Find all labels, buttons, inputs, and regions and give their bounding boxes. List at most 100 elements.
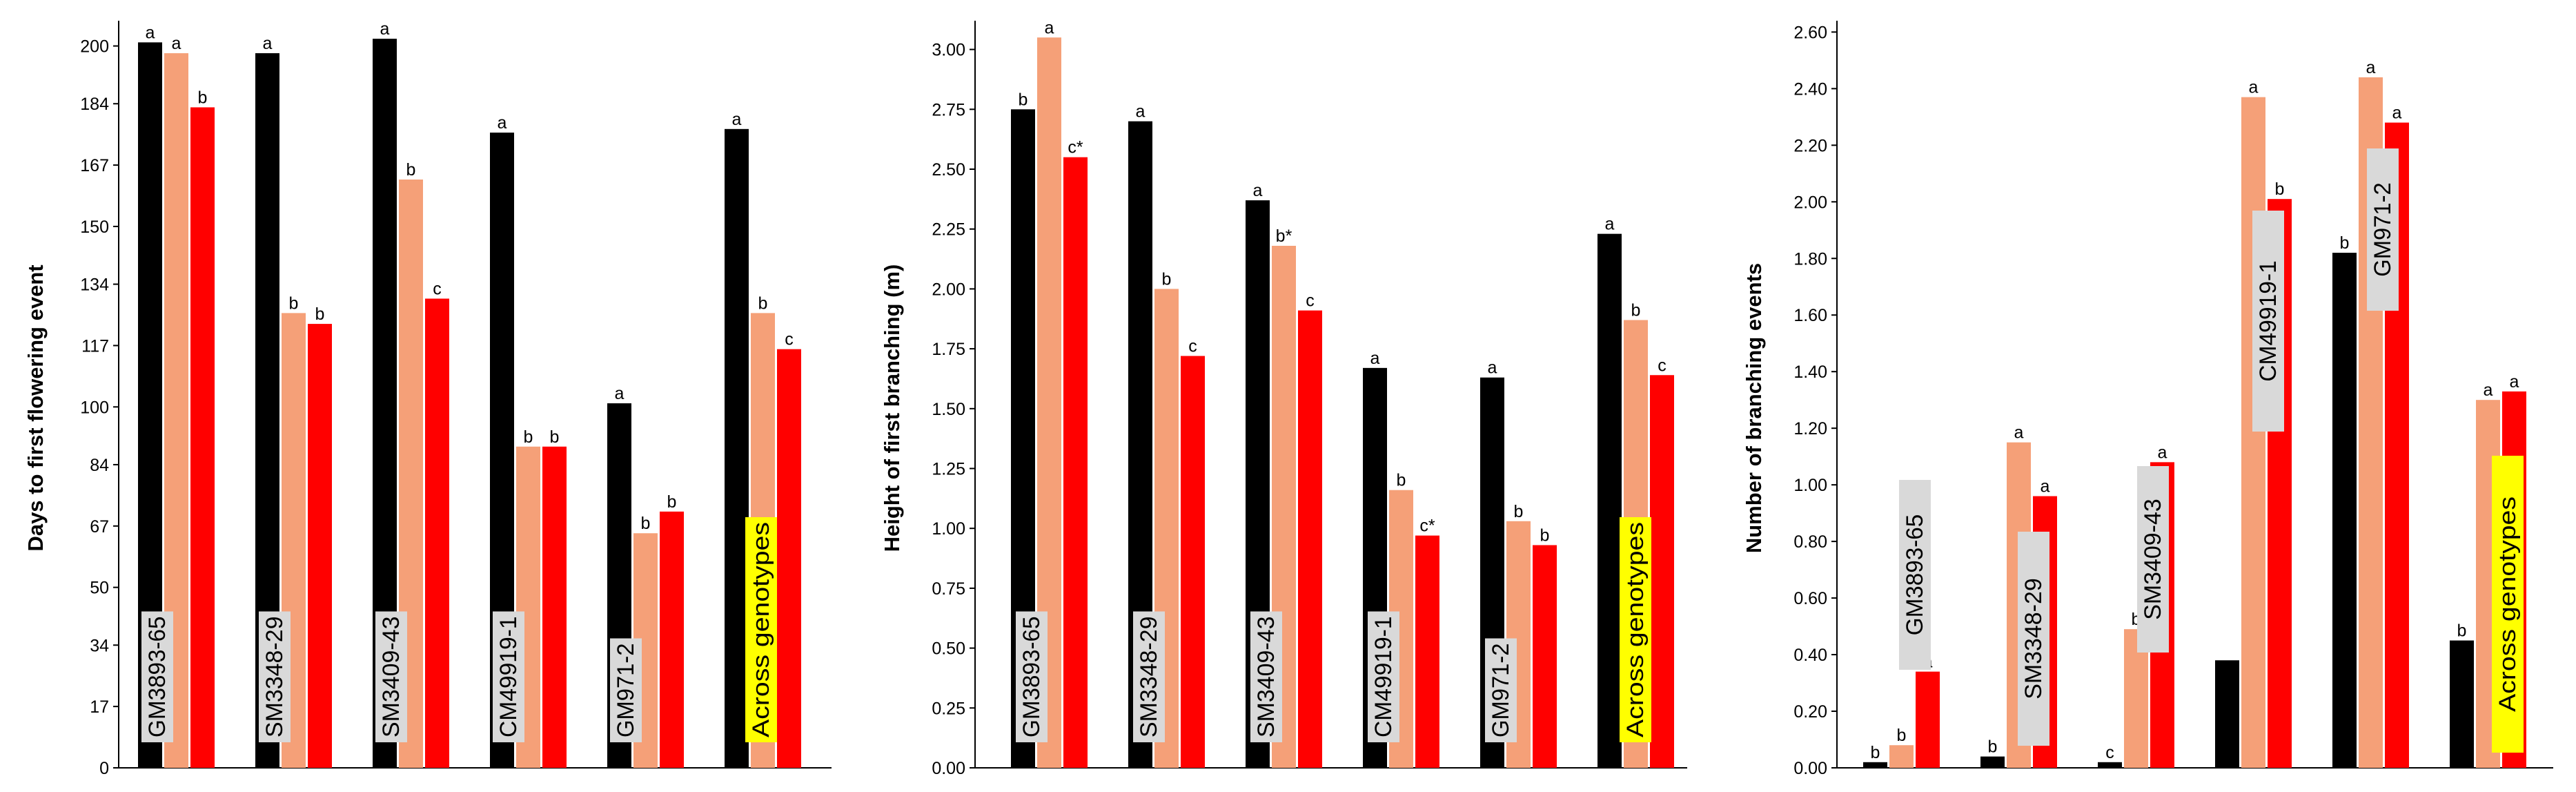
significance-letter: b <box>524 427 533 447</box>
bar <box>1650 375 1674 768</box>
y-tick-label: 50 <box>90 579 109 598</box>
significance-letter: a <box>1253 181 1263 200</box>
category-label-box <box>1250 611 1282 742</box>
bar <box>1980 756 2005 768</box>
y-tick-label: 1.00 <box>1793 476 1827 495</box>
y-tick-label: 184 <box>80 95 109 114</box>
significance-letter: a <box>2510 372 2519 392</box>
bar <box>725 128 749 769</box>
significance-letter: a <box>2392 104 2402 123</box>
significance-letter: a <box>1370 349 1380 368</box>
significance-letter: c <box>2105 743 2114 762</box>
bar <box>2450 640 2474 768</box>
chart-panel-2: 0.00 0.25 0.50 0.75 1.00 1.25 1.50 1.75 2.00 2.25… <box>880 18 1687 778</box>
bar <box>2241 97 2265 769</box>
y-tick-label: 1.40 <box>1793 363 1827 382</box>
category-label-box <box>2137 466 2169 653</box>
significance-letter: b <box>550 427 560 447</box>
y-tick-label: 2.00 <box>1793 193 1827 212</box>
significance-letter: c <box>1658 356 1666 375</box>
bar <box>1298 310 1322 768</box>
significance-letter: c <box>433 279 442 298</box>
category-label: SM3409-43 <box>378 617 404 738</box>
bar <box>1916 671 1940 768</box>
significance-letter: a <box>2158 443 2167 462</box>
significance-letter: b <box>1162 269 1172 289</box>
y-tick-label: 1.75 <box>932 340 965 359</box>
y-tick-label: 0.50 <box>932 639 965 659</box>
y-tick-label: 3.00 <box>932 41 965 60</box>
y-tick-label: 1.50 <box>932 400 965 419</box>
significance-letter: b <box>198 88 208 107</box>
category-label: SM3348-29 <box>262 617 288 738</box>
y-tick-label: 2.40 <box>1793 79 1827 99</box>
significance-letter: b <box>1514 502 1524 521</box>
category-label-box <box>141 611 173 742</box>
significance-letter: a <box>732 110 742 129</box>
bar <box>425 298 449 768</box>
category-label-box <box>745 517 777 742</box>
bar <box>1063 157 1088 768</box>
significance-letter: b <box>2457 621 2467 641</box>
significance-letter: a <box>380 19 390 39</box>
significance-letter: b <box>315 305 325 324</box>
y-tick-label: 34 <box>90 636 109 655</box>
category-label: CM49919-1 <box>495 617 522 738</box>
category-label: SM3348-29 <box>1136 617 1162 738</box>
y-tick-label: 1.60 <box>1793 306 1827 325</box>
bar <box>1889 745 1914 768</box>
category-label: SM3409-43 <box>1253 617 1279 738</box>
y-tick-label: 0.60 <box>1793 589 1827 608</box>
significance-letter: b <box>1988 737 1998 757</box>
y-tick-label: 2.50 <box>932 160 965 180</box>
y-tick-label: 2.60 <box>1793 23 1827 42</box>
y-tick-label: 84 <box>90 456 109 475</box>
significance-letter: a <box>2366 58 2376 77</box>
category-label-box <box>2367 148 2399 311</box>
category-label: GM971-2 <box>613 644 639 738</box>
category-label: GM3893-65 <box>1019 617 1045 738</box>
significance-letter: a <box>2249 78 2259 97</box>
category-label-box <box>1133 611 1165 742</box>
bar <box>542 446 567 768</box>
significance-letter: a <box>1488 358 1497 378</box>
significance-letter: b <box>1897 726 1907 745</box>
y-tick-label: 67 <box>90 517 109 537</box>
y-tick-label: 2.75 <box>932 100 965 119</box>
y-tick-label: 0.80 <box>1793 532 1827 552</box>
y-tick-label: 1.25 <box>932 460 965 479</box>
y-tick-label: 134 <box>80 276 109 295</box>
category-label: Across genotypes <box>748 522 774 737</box>
category-label-box <box>493 611 524 742</box>
y-tick-label: 0.20 <box>1793 702 1827 722</box>
bar <box>2098 762 2122 768</box>
significance-letter: b <box>289 293 299 313</box>
chart-panel-3: 0.00 0.20 0.40 0.60 0.80 1.00 1.20 1.40 1.60 1.80… <box>1742 21 2553 778</box>
significance-letter: a <box>615 384 625 403</box>
y-tick-label: 0.40 <box>1793 646 1827 665</box>
y-tick-label: 2.20 <box>1793 136 1827 155</box>
y-tick-label: 1.80 <box>1793 249 1827 269</box>
category-label: CM49919-1 <box>2255 260 2281 382</box>
y-tick-label: 0.25 <box>932 699 965 718</box>
category-label: GM971-2 <box>2370 182 2396 277</box>
y-tick-label: 0.00 <box>932 759 965 778</box>
significance-letter: a <box>1045 18 1054 37</box>
y-tick-label: 0.75 <box>932 579 965 599</box>
category-label: SM3409-43 <box>2140 499 2166 620</box>
significance-letter: a <box>498 113 507 133</box>
category-label-box <box>1016 611 1048 742</box>
bar <box>777 349 801 768</box>
y-axis-title: Number of branching events <box>1742 263 1766 553</box>
significance-letter: c* <box>1419 516 1435 536</box>
y-tick-label: 200 <box>80 37 109 57</box>
category-label: GM3893-65 <box>1902 514 1928 636</box>
bar <box>1415 535 1439 768</box>
y-tick-label: 1.20 <box>1793 419 1827 438</box>
significance-letter: b <box>1871 743 1880 762</box>
significance-letter: b <box>1397 471 1406 490</box>
significance-letter: b <box>667 492 677 512</box>
significance-letter: a <box>1136 102 1146 122</box>
